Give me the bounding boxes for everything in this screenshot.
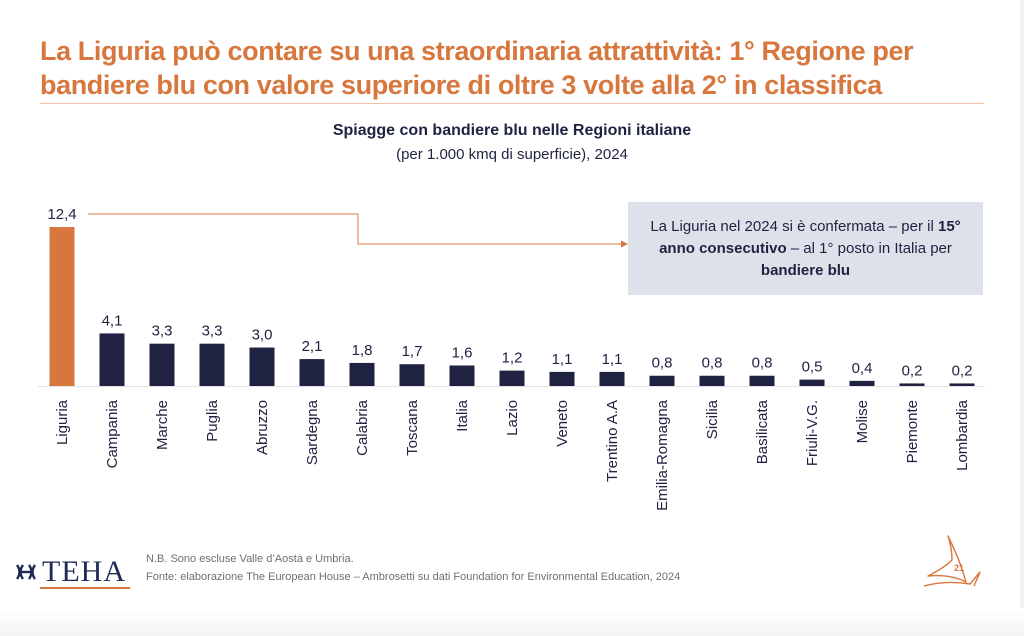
bar-sicilia bbox=[699, 375, 725, 386]
slide-title-line-1: La Liguria può contare su una straordina… bbox=[40, 36, 914, 66]
page-footer-shade bbox=[0, 608, 1024, 636]
callout-text-part-1: La Liguria nel 2024 si è confermata – pe… bbox=[650, 217, 938, 235]
chart-title: Spiagge con bandiere blu nelle Regioni i… bbox=[332, 122, 692, 139]
value-label: 3,3 bbox=[202, 323, 223, 340]
value-label: 0,8 bbox=[652, 355, 673, 372]
category-label: Marche bbox=[154, 400, 171, 450]
category-label: Lombardia bbox=[954, 399, 971, 471]
callout-arrowhead bbox=[621, 240, 628, 248]
value-label: 3,3 bbox=[152, 323, 173, 340]
category-label: Lazio bbox=[504, 400, 521, 436]
value-label: 12,4 bbox=[47, 206, 76, 223]
value-label: 4,1 bbox=[102, 312, 123, 329]
value-label: 1,1 bbox=[602, 351, 623, 368]
bar-calabria bbox=[349, 362, 375, 386]
category-label: Calabria bbox=[354, 399, 371, 456]
callout-text-emphasis-2: bandiere blu bbox=[760, 261, 851, 279]
category-label: Italia bbox=[454, 399, 471, 431]
category-label: Puglia bbox=[204, 399, 221, 441]
category-label: Piemonte bbox=[904, 400, 921, 463]
category-label: Friuli-V.G. bbox=[804, 400, 821, 466]
bar-sardegna bbox=[299, 359, 325, 386]
bar-molise bbox=[849, 380, 875, 386]
bar-emilia-romagna bbox=[649, 375, 675, 386]
bar-lombardia bbox=[949, 383, 975, 386]
category-label: Toscana bbox=[404, 399, 421, 456]
teha-logo-underline bbox=[40, 587, 130, 589]
value-label: 1,8 bbox=[352, 342, 373, 359]
value-label: 3,0 bbox=[252, 327, 273, 344]
teha-logo-mark-icon bbox=[15, 564, 37, 580]
title-divider bbox=[40, 103, 984, 104]
page-number: 21 bbox=[954, 563, 965, 573]
chart-subtitle: (per 1.000 kmq di superficie), 2024 bbox=[396, 146, 628, 163]
footnote: N.B. Sono escluse Valle d’Aosta e Umbria… bbox=[146, 550, 680, 586]
value-label: 2,1 bbox=[302, 338, 323, 355]
bar-toscana bbox=[399, 364, 425, 386]
callout-text-part-2: – al 1° posto in Italia per bbox=[786, 239, 952, 257]
bar-liguria bbox=[49, 227, 75, 386]
bar-basilicata bbox=[749, 375, 775, 386]
category-label: Basilicata bbox=[754, 399, 771, 464]
value-label: 0,5 bbox=[802, 359, 823, 376]
callout-box: La Liguria nel 2024 si è confermata – pe… bbox=[628, 202, 983, 295]
bar-friuli-v-g- bbox=[799, 379, 825, 386]
value-label: 1,6 bbox=[452, 344, 473, 361]
value-label: 1,2 bbox=[502, 350, 523, 367]
callout-text: La Liguria nel 2024 si è confermata – pe… bbox=[642, 216, 969, 282]
slide-title-line-2: bandiere blu con valore superiore di olt… bbox=[40, 70, 882, 100]
value-label: 0,2 bbox=[952, 362, 973, 379]
footnote-source: Fonte: elaborazione The European House –… bbox=[146, 571, 681, 583]
slide-title: La Liguria può contare su una straordina… bbox=[40, 34, 990, 102]
category-label: Liguria bbox=[54, 399, 71, 445]
value-labels-group: 12,4 4,1 3,3 3,3 3,0 2,1 1,8 1,7 1,6 1,2 1,1 1,1 0,8… bbox=[47, 206, 972, 379]
teha-logo-text: TEHA bbox=[42, 555, 126, 588]
value-label: 0,8 bbox=[752, 355, 773, 372]
page-edge bbox=[1020, 0, 1024, 636]
bars-group bbox=[49, 227, 975, 386]
bar-abruzzo bbox=[249, 347, 275, 386]
bar-lazio bbox=[499, 370, 525, 386]
bar-marche bbox=[149, 343, 175, 386]
bar-trentino-a-a bbox=[599, 371, 625, 386]
bar-italia bbox=[449, 365, 475, 386]
bar-veneto bbox=[549, 371, 575, 386]
value-label: 0,4 bbox=[852, 360, 873, 377]
value-label: 0,8 bbox=[702, 355, 723, 372]
callout-connector-line bbox=[88, 213, 621, 245]
category-label: Emilia-Romagna bbox=[654, 399, 671, 511]
sail-icon bbox=[923, 535, 981, 587]
footnote-note: N.B. Sono escluse Valle d’Aosta e Umbria… bbox=[146, 553, 354, 565]
value-label: 0,2 bbox=[902, 362, 923, 379]
bar-puglia bbox=[199, 343, 225, 386]
teha-logo: TEHA bbox=[14, 556, 126, 588]
category-label: Sardegna bbox=[304, 399, 321, 465]
category-label: Campania bbox=[104, 399, 121, 468]
callout-text-emphasis-1: 15° anno consecutivo bbox=[659, 217, 961, 257]
value-label: 1,1 bbox=[552, 351, 573, 368]
category-label: Abruzzo bbox=[254, 400, 271, 455]
value-label: 1,7 bbox=[402, 343, 423, 360]
category-label: Trentino A.A bbox=[604, 400, 621, 482]
category-label: Sicilia bbox=[704, 399, 721, 439]
bar-campania bbox=[99, 333, 125, 386]
category-labels-group: Liguria Campania Marche Puglia Abruzzo Sardeg… bbox=[54, 399, 971, 511]
category-label: Veneto bbox=[554, 400, 571, 447]
bar-piemonte bbox=[899, 383, 925, 386]
category-label: Molise bbox=[854, 400, 871, 443]
